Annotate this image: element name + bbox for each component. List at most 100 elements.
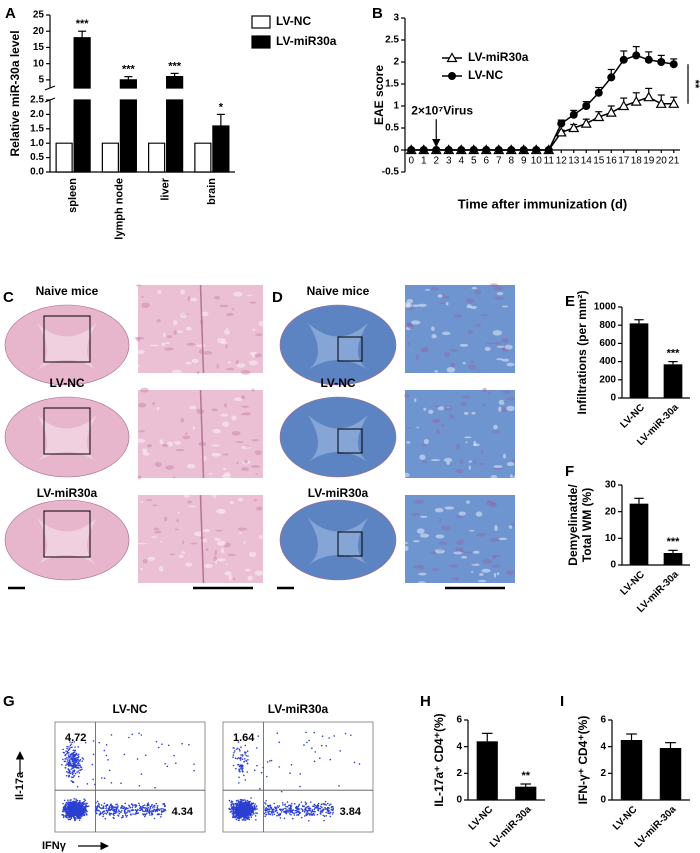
x-tick-label: 0 [408, 156, 414, 167]
event [108, 769, 111, 772]
x-tick-label: 18 [631, 156, 643, 167]
event [248, 818, 251, 821]
event [266, 808, 269, 810]
event [297, 813, 300, 816]
texture [247, 575, 254, 581]
event [344, 732, 347, 735]
y-tick-label: 5 [38, 75, 44, 86]
event [78, 804, 81, 807]
texture [225, 312, 234, 317]
event [245, 809, 248, 812]
texture [164, 347, 174, 351]
texture [213, 555, 217, 562]
x-axis-label: Time after immunization (d) [458, 196, 628, 211]
event [68, 774, 70, 777]
texture [241, 405, 250, 408]
event [280, 811, 283, 813]
texture [149, 344, 159, 347]
point [419, 146, 428, 154]
event [242, 767, 244, 770]
texture [470, 305, 478, 309]
texture [166, 441, 174, 447]
event [325, 814, 328, 817]
texture [455, 540, 464, 546]
event [235, 806, 237, 808]
event [74, 762, 76, 764]
event [331, 813, 334, 815]
texture [423, 438, 429, 445]
event [255, 747, 258, 749]
event [126, 810, 129, 812]
event [285, 810, 288, 812]
texture [506, 397, 516, 401]
event [149, 807, 152, 810]
y-tick-label: -0.5 [382, 167, 400, 178]
event [131, 733, 134, 736]
point [469, 146, 478, 154]
texture [473, 459, 477, 465]
event [276, 805, 279, 807]
event [79, 806, 81, 808]
event [71, 812, 73, 814]
event [71, 757, 73, 759]
event [128, 736, 130, 739]
event [328, 804, 331, 807]
texture [435, 429, 441, 435]
event [243, 751, 246, 753]
event [237, 806, 240, 808]
texture [493, 572, 497, 578]
texture [406, 303, 413, 308]
event [243, 760, 246, 763]
bar [476, 741, 498, 800]
y-tick-label: 800 [599, 320, 616, 331]
point [507, 146, 516, 154]
texture [472, 550, 480, 554]
texture [494, 296, 505, 301]
event [308, 812, 311, 815]
event [237, 802, 239, 805]
event [193, 763, 195, 765]
event [175, 762, 177, 764]
event [307, 809, 310, 811]
error-bar [668, 549, 678, 553]
texture [208, 472, 213, 475]
point [557, 119, 566, 128]
event [238, 816, 241, 818]
event [125, 816, 128, 818]
texture [475, 511, 483, 517]
event [292, 809, 294, 811]
event [251, 814, 253, 816]
event [67, 751, 70, 754]
event [67, 771, 70, 774]
texture [431, 419, 440, 424]
texture [404, 393, 410, 398]
y-tick-label: 1.5 [30, 123, 44, 134]
event [259, 788, 261, 790]
event [142, 805, 144, 807]
point [444, 146, 453, 154]
event [232, 756, 234, 758]
panel-label: A [5, 5, 16, 22]
event [101, 807, 103, 810]
bar [119, 79, 137, 173]
event [71, 752, 73, 755]
event [73, 774, 75, 777]
event [70, 815, 72, 817]
x-tick-label: LV-miR-30a [488, 804, 534, 850]
event [303, 805, 305, 808]
event [234, 811, 237, 813]
event [80, 807, 82, 810]
event [249, 814, 251, 817]
y-tick-label: 0 [456, 795, 462, 806]
gray-matter [37, 518, 97, 565]
event [273, 813, 276, 816]
texture [506, 461, 515, 467]
event [253, 805, 256, 807]
y-tick-label: 2.5 [385, 35, 399, 46]
event [81, 805, 84, 807]
event [281, 809, 284, 811]
texture [180, 289, 186, 295]
texture [468, 465, 471, 471]
texture [419, 564, 425, 570]
event [105, 807, 107, 810]
